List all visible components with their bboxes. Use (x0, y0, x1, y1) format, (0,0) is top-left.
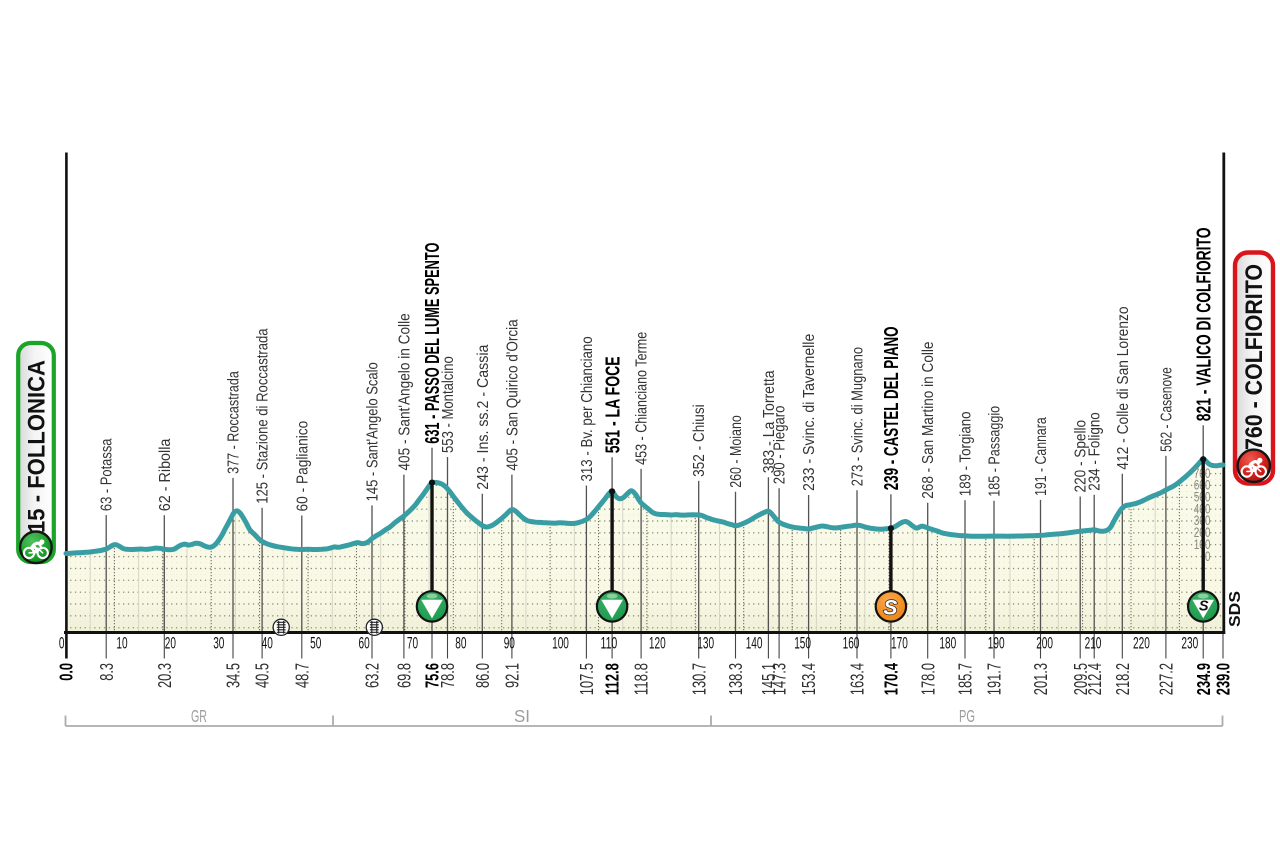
svg-text:62 - Ribolla: 62 - Ribolla (157, 438, 174, 511)
svg-text:60: 60 (359, 634, 370, 653)
svg-text:234.9: 234.9 (1194, 663, 1214, 695)
svg-text:352 - Chiusi: 352 - Chiusi (691, 404, 708, 477)
svg-text:239 - CASTEL DEL PIANO: 239 - CASTEL DEL PIANO (881, 326, 903, 490)
svg-text:243 - Ins. ss.2 - Cassia: 243 - Ins. ss.2 - Cassia (475, 344, 492, 490)
svg-text:201.3: 201.3 (1031, 663, 1051, 695)
svg-text:821 - VALICO DI COLFIORITO: 821 - VALICO DI COLFIORITO (1193, 228, 1215, 422)
svg-text:118.8: 118.8 (632, 663, 652, 695)
svg-text:92.1: 92.1 (503, 663, 523, 688)
svg-text:SDS: SDS (1227, 591, 1244, 627)
svg-text:209.5: 209.5 (1071, 663, 1091, 695)
svg-text:140: 140 (746, 634, 763, 653)
svg-text:147.3: 147.3 (770, 663, 790, 695)
svg-text:268 - San Martino in Colle: 268 - San Martino in Colle (920, 342, 937, 499)
svg-text:185 - Passaggio: 185 - Passaggio (987, 406, 1004, 497)
svg-text:S: S (1199, 598, 1209, 614)
svg-text:70: 70 (407, 634, 418, 653)
svg-text:30: 30 (213, 634, 224, 653)
svg-text:562 - Casenove: 562 - Casenove (1158, 367, 1175, 452)
svg-text:0: 0 (1205, 549, 1211, 564)
svg-text:48.7: 48.7 (292, 663, 312, 688)
svg-text:412 - Colle di San Lorenzo: 412 - Colle di San Lorenzo (1115, 306, 1132, 469)
svg-text:60 - Paglianico: 60 - Paglianico (294, 421, 311, 512)
svg-text:112.8: 112.8 (603, 663, 623, 695)
svg-text:153.4: 153.4 (799, 663, 819, 695)
svg-text:178.0: 178.0 (918, 663, 938, 695)
svg-text:20: 20 (165, 634, 176, 653)
svg-text:138.3: 138.3 (726, 663, 746, 695)
svg-text:212.4: 212.4 (1085, 663, 1105, 695)
svg-text:50: 50 (310, 634, 321, 653)
svg-text:120: 120 (649, 634, 666, 653)
svg-text:63 - Potassa: 63 - Potassa (99, 438, 116, 511)
svg-text:S: S (883, 596, 897, 619)
svg-text:163.4: 163.4 (848, 663, 868, 695)
svg-text:110: 110 (601, 634, 618, 653)
svg-text:10: 10 (116, 634, 127, 653)
svg-text:86.0: 86.0 (473, 663, 493, 688)
svg-text:0: 0 (59, 634, 65, 653)
svg-text:SI: SI (514, 706, 530, 726)
svg-text:150: 150 (794, 634, 811, 653)
svg-text:233 - Svinc. di Tavernelle: 233 - Svinc. di Tavernelle (801, 334, 818, 491)
svg-text:760 - COLFIORITO: 760 - COLFIORITO (1241, 264, 1268, 450)
svg-text:GR: GR (191, 706, 207, 726)
svg-text:191 - Cannara: 191 - Cannara (1033, 417, 1050, 496)
svg-text:15 - FOLLONICA: 15 - FOLLONICA (24, 360, 51, 533)
svg-text:40: 40 (262, 634, 273, 653)
svg-text:125 - Stazione di Roccastrada: 125 - Stazione di Roccastrada (255, 328, 272, 504)
svg-text:405 - San Quirico d'Orcia: 405 - San Quirico d'Orcia (504, 319, 521, 471)
svg-text:69.8: 69.8 (395, 663, 415, 688)
svg-text:130.7: 130.7 (689, 663, 709, 695)
svg-text:8.3: 8.3 (97, 663, 117, 681)
svg-text:145.1: 145.1 (759, 663, 779, 695)
svg-text:78.8: 78.8 (438, 663, 458, 688)
svg-text:40.5: 40.5 (253, 663, 273, 688)
svg-text:63.2: 63.2 (363, 663, 383, 688)
svg-text:191.7: 191.7 (985, 663, 1005, 695)
svg-text:313 - Bv. per Chianciano: 313 - Bv. per Chianciano (579, 336, 596, 481)
svg-text:107.5: 107.5 (577, 663, 597, 695)
svg-text:PG: PG (959, 706, 975, 726)
svg-text:180: 180 (939, 634, 956, 653)
svg-text:405 - Sant'Angelo in Colle: 405 - Sant'Angelo in Colle (396, 313, 413, 470)
svg-text:631 - PASSO DEL LUME SPENTO: 631 - PASSO DEL LUME SPENTO (422, 243, 444, 444)
svg-text:200: 200 (1036, 634, 1053, 653)
svg-text:160: 160 (843, 634, 860, 653)
svg-text:239.0: 239.0 (1214, 663, 1234, 695)
svg-text:377 - Roccastrada: 377 - Roccastrada (226, 371, 243, 474)
svg-text:453 - Chianciano Terme: 453 - Chianciano Terme (634, 332, 651, 465)
svg-text:170: 170 (891, 634, 908, 653)
svg-text:170.4: 170.4 (882, 663, 902, 695)
svg-text:75.6: 75.6 (423, 663, 443, 688)
svg-text:553 - Montalcino: 553 - Montalcino (440, 356, 457, 453)
svg-text:190: 190 (988, 634, 1005, 653)
svg-text:220 - Spello: 220 - Spello (1073, 420, 1090, 493)
svg-text:220: 220 (1133, 634, 1150, 653)
svg-text:383 - La Torretta: 383 - La Torretta (761, 370, 778, 473)
svg-text:34.5: 34.5 (224, 663, 244, 688)
svg-text:80: 80 (455, 634, 466, 653)
svg-text:273 - Svinc. di Mugnano: 273 - Svinc. di Mugnano (850, 347, 867, 486)
svg-text:218.2: 218.2 (1113, 663, 1133, 695)
svg-text:234 - Foligno: 234 - Foligno (1087, 412, 1104, 491)
svg-text:230: 230 (1181, 634, 1198, 653)
svg-text:290 - Piegaro: 290 - Piegaro (772, 406, 789, 485)
svg-text:90: 90 (504, 634, 515, 653)
svg-text:227.2: 227.2 (1157, 663, 1177, 695)
svg-text:100: 100 (552, 634, 569, 653)
svg-text:0.0: 0.0 (57, 663, 77, 681)
svg-text:189 - Torgiano: 189 - Torgiano (958, 412, 975, 497)
svg-text:260 - Moiano: 260 - Moiano (728, 415, 745, 488)
svg-text:20.3: 20.3 (155, 663, 175, 688)
svg-text:210: 210 (1085, 634, 1102, 653)
svg-text:185.7: 185.7 (956, 663, 976, 695)
svg-text:551 - LA FOCE: 551 - LA FOCE (602, 356, 624, 453)
svg-text:130: 130 (697, 634, 714, 653)
svg-text:145 - Sant'Angelo Scalo: 145 - Sant'Angelo Scalo (365, 362, 382, 501)
